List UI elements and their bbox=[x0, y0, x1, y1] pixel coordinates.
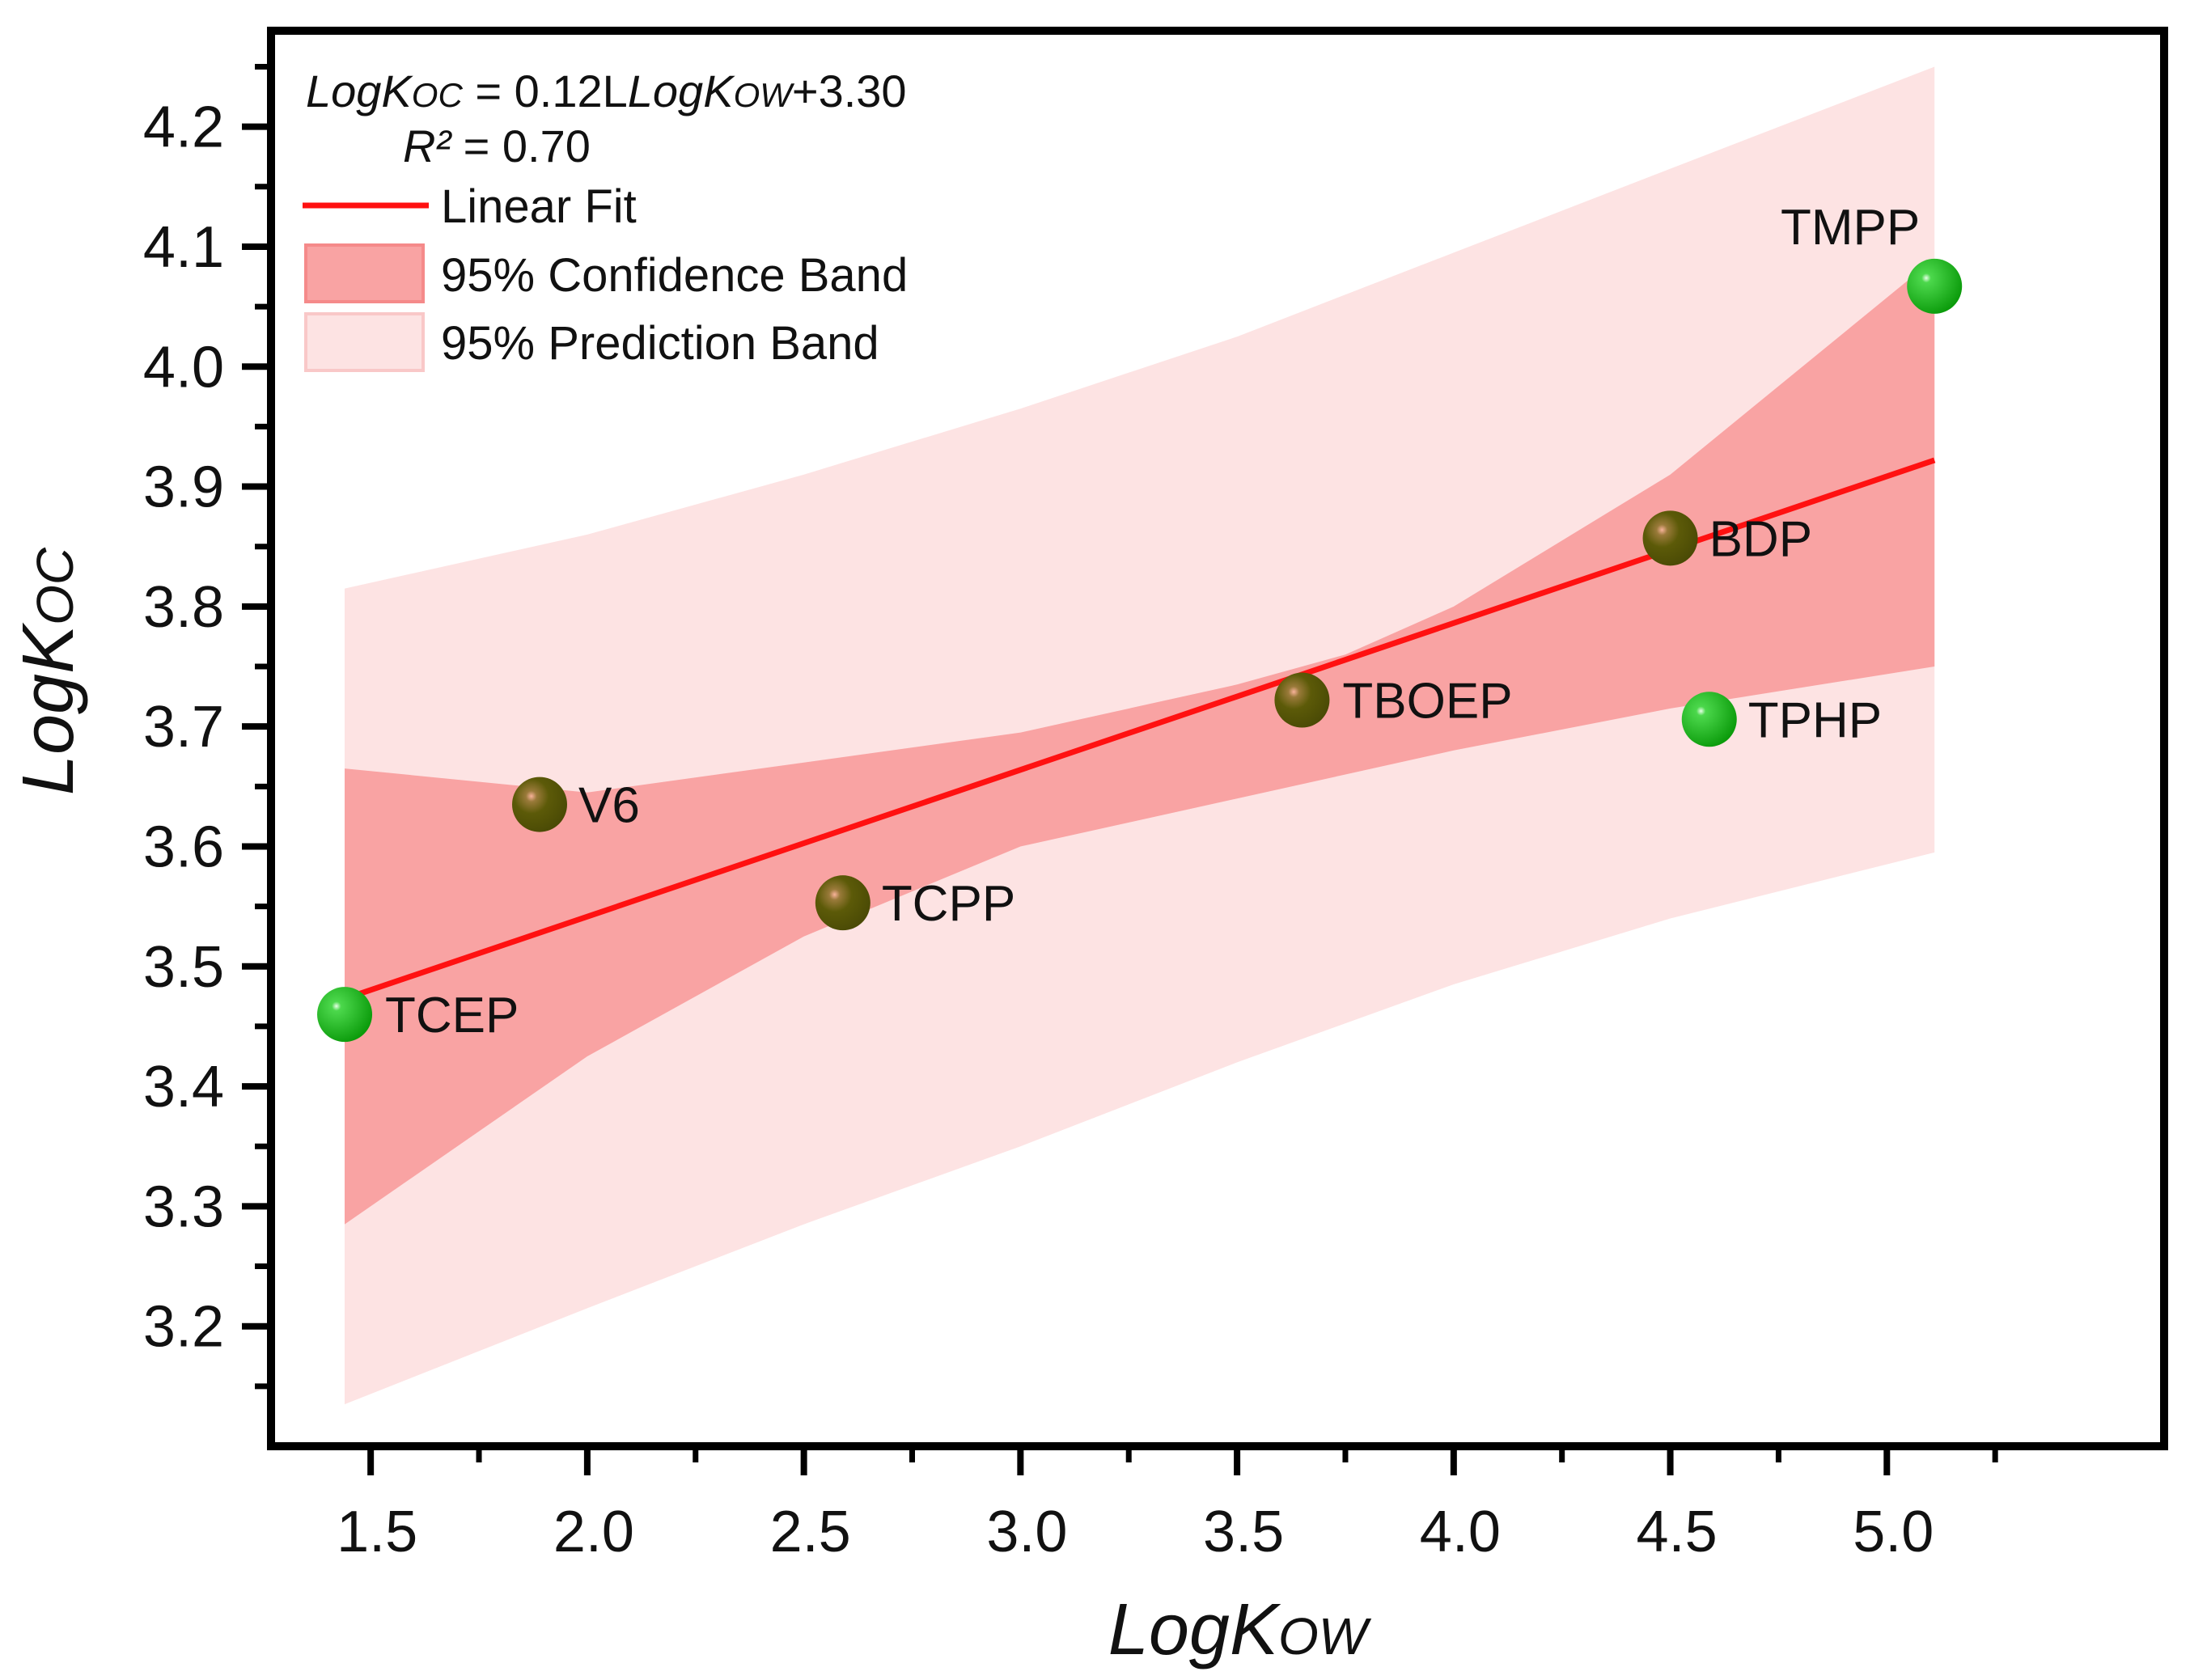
y-tick-label: 4.1 bbox=[143, 215, 224, 280]
y-tick-label: 3.2 bbox=[143, 1295, 224, 1360]
legend-prediction-swatch bbox=[304, 312, 425, 372]
x-axis-title: LogKOW bbox=[1108, 1589, 1372, 1670]
point-label-v6: V6 bbox=[578, 778, 640, 834]
equation-right-sub: OW bbox=[734, 76, 795, 114]
x-tick-label: 3.0 bbox=[986, 1500, 1067, 1564]
confidence-band bbox=[345, 258, 1935, 1225]
point-label-tphp: TPHP bbox=[1748, 692, 1882, 748]
x-tick-label: 2.5 bbox=[770, 1500, 851, 1564]
y-axis-ticks: 3.2 3.3 3.4 3.5 3.6 3.7 3.8 3.9 4.0 4.1 4.2 bbox=[143, 63, 271, 1390]
y-tick-label: 3.6 bbox=[143, 815, 224, 879]
legend-confidence-swatch bbox=[304, 243, 425, 303]
equation-right: LogK bbox=[628, 66, 735, 116]
x-tick-label: 2.0 bbox=[553, 1500, 634, 1564]
y-tick-label: 3.4 bbox=[143, 1055, 224, 1119]
x-axis-title-sub: OW bbox=[1278, 1607, 1372, 1665]
point-label-tcep: TCEP bbox=[385, 988, 519, 1043]
data-point-tphp bbox=[1681, 692, 1737, 747]
x-tick-label: 3.5 bbox=[1203, 1500, 1284, 1564]
data-point-v6 bbox=[511, 777, 567, 832]
legend: LogKOC = 0.12LLogKOW+3.30 R² = 0.70 Line… bbox=[303, 66, 908, 372]
y-axis-title: LogKOC bbox=[8, 547, 89, 795]
y-tick-label: 3.7 bbox=[143, 695, 224, 760]
bands-layer bbox=[345, 66, 1935, 1405]
points-layer: TCEP V6 TCPP TBOEP BDP TPHP TMPP bbox=[317, 200, 1963, 1043]
data-point-bdp bbox=[1642, 510, 1698, 566]
equation-left: LogK bbox=[306, 66, 413, 116]
data-point-tcpp bbox=[815, 875, 870, 931]
x-tick-label: 1.5 bbox=[337, 1500, 417, 1564]
equation-mid: = 0.12L bbox=[463, 66, 628, 116]
y-tick-label: 4.2 bbox=[143, 95, 224, 160]
data-point-tboep bbox=[1274, 672, 1330, 728]
legend-label-confidence: 95% Confidence Band bbox=[441, 249, 908, 302]
legend-label-prediction: 95% Prediction Band bbox=[441, 317, 879, 370]
point-label-tboep: TBOEP bbox=[1342, 674, 1512, 730]
x-axis-ticks: 1.5 2.0 2.5 3.0 3.5 4.0 4.5 5.0 bbox=[337, 1446, 1998, 1564]
x-tick-label: 4.0 bbox=[1420, 1500, 1501, 1564]
x-tick-label: 4.5 bbox=[1637, 1500, 1718, 1564]
data-point-tcep bbox=[317, 987, 373, 1043]
y-tick-label: 4.0 bbox=[143, 335, 224, 400]
r2-value: = 0.70 bbox=[451, 121, 591, 171]
point-label-tcpp: TCPP bbox=[882, 876, 1015, 932]
y-axis-title-sub: OC bbox=[26, 547, 84, 625]
point-label-bdp: BDP bbox=[1709, 511, 1812, 567]
y-axis-title-main: LogK bbox=[8, 622, 89, 795]
y-tick-label: 3.3 bbox=[143, 1174, 224, 1239]
equation-left-sub: OC bbox=[412, 76, 464, 114]
y-tick-label: 3.5 bbox=[143, 935, 224, 1000]
legend-label-fit: Linear Fit bbox=[441, 180, 637, 233]
x-tick-label: 5.0 bbox=[1853, 1500, 1934, 1564]
equation-end: +3.30 bbox=[792, 66, 907, 116]
plot-frame bbox=[267, 27, 2168, 1450]
data-point-tmpp bbox=[1907, 258, 1963, 314]
y-tick-label: 3.9 bbox=[143, 455, 224, 520]
point-label-tmpp: TMPP bbox=[1781, 200, 1920, 256]
x-axis-title-main: LogK bbox=[1108, 1589, 1281, 1670]
r-squared: R² = 0.70 bbox=[403, 121, 591, 171]
fit-equation: LogKOC = 0.12LLogKOW+3.30 bbox=[306, 66, 907, 116]
y-tick-label: 3.8 bbox=[143, 575, 224, 640]
r2-label: R² bbox=[403, 121, 452, 171]
